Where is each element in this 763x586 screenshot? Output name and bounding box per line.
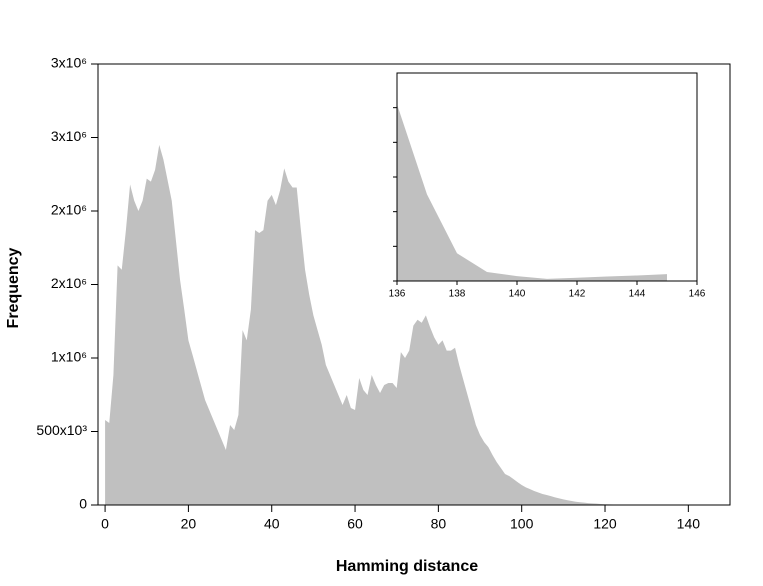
y-tick-label: 3x10⁶ — [51, 128, 87, 144]
y-tick-label: 0 — [79, 496, 87, 512]
x-tick-label: 60 — [347, 515, 363, 531]
x-tick-label: 142 — [569, 289, 586, 300]
area — [397, 104, 667, 281]
y-tick-label: 500x10³ — [36, 422, 87, 438]
x-tick-label: 138 — [449, 289, 466, 300]
x-tick-label: 144 — [629, 289, 646, 300]
x-tick-label: 80 — [431, 515, 447, 531]
x-tick-label: 40 — [264, 515, 280, 531]
x-axis-title: Hamming distance — [336, 558, 478, 575]
x-tick-label: 146 — [689, 289, 706, 300]
x-tick-label: 0 — [101, 515, 109, 531]
y-tick-label: 2x10⁶ — [51, 202, 87, 218]
x-tick-label: 100 — [510, 515, 534, 531]
x-tick-label: 140 — [677, 515, 701, 531]
y-tick-label: 2x10⁶ — [51, 275, 87, 291]
x-tick-label: 120 — [593, 515, 617, 531]
y-tick-label: 1x10⁶ — [51, 349, 87, 365]
y-tick-label: 3x10⁶ — [51, 55, 87, 71]
x-tick-label: 136 — [389, 289, 406, 300]
x-tick-label: 140 — [509, 289, 526, 300]
y-axis-title: Frequency — [5, 247, 22, 328]
x-tick-label: 20 — [181, 515, 197, 531]
area — [105, 144, 710, 505]
